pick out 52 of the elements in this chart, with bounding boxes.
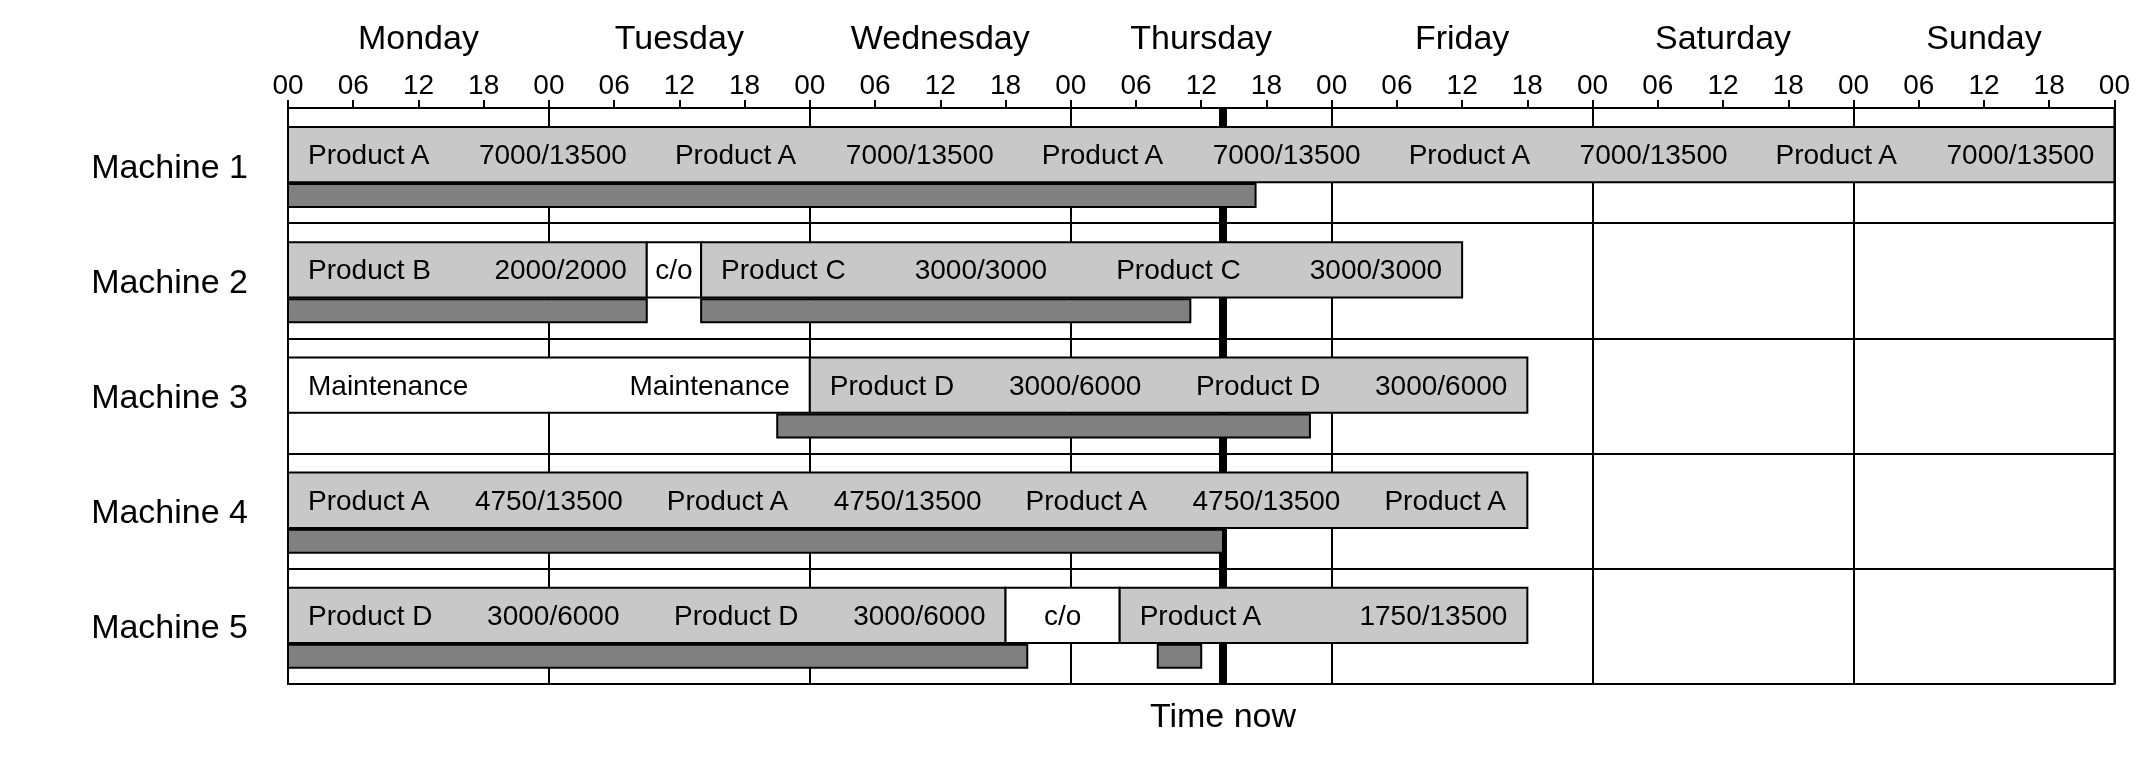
x-tick-label: 00 (1055, 68, 1087, 100)
text: Product D 3000/6000 Product D 3000/6000 (308, 599, 986, 631)
data-label: c/o (1043, 599, 1082, 631)
text: Product A 4750/13500 Product A 4750/13500 Product A 4750/13500 Product A (308, 484, 1506, 516)
x-tick-label: 00 (533, 68, 565, 100)
x-tick-label: 06 (337, 68, 369, 100)
x-tick-label: 06 (859, 68, 891, 100)
text: Monday (357, 18, 479, 56)
y-tick-label: Machine 5 (91, 607, 248, 646)
x-tick-label: 12 (924, 68, 956, 100)
x-tick-label: 18 (729, 68, 761, 100)
text: Sunday (1926, 18, 2042, 56)
x-tick-label: 00 (1316, 68, 1348, 100)
text: Product B 2000/2000 (308, 254, 627, 286)
text: Tuesday (614, 18, 744, 56)
x-tick-label: 12 (402, 68, 435, 100)
x-tick-label: 06 (1642, 68, 1674, 100)
x-tick-label: 18 (1511, 68, 1543, 100)
y-tick-label: Machine 1 (91, 146, 248, 185)
x-tick-label: 06 (598, 68, 630, 100)
text: Maintenance Maintenance (308, 369, 790, 401)
x-tick-label: 06 (1903, 68, 1935, 100)
x-tick-label: 00 (794, 68, 826, 100)
text: Product D 3000/6000 Product D 3000/6000 (829, 369, 1508, 401)
x-tick-label: 12 (663, 68, 695, 100)
x-tick-label: 00 (272, 68, 304, 100)
text: Saturday (1655, 18, 1792, 56)
x-tick-label: 18 (1250, 68, 1283, 100)
x-tick-label: 00 (2098, 68, 2131, 100)
y-tick-label: Machine 2 (91, 261, 248, 300)
text: Product C 3000/3000 Product C 3000/3000 (721, 254, 1443, 286)
text: Wednesday (850, 18, 1030, 56)
text: Product A 1750/13500 (1139, 599, 1508, 631)
x-tick-label: 00 (1837, 68, 1870, 100)
y-tick-label: Machine 4 (91, 492, 248, 531)
y-tick-label: Machine 3 (91, 377, 248, 415)
x-tick-label: 18 (989, 68, 1022, 100)
text: Thursday (1130, 18, 1273, 56)
x-tick-label: 00 (1577, 68, 1609, 100)
x-tick-label: 06 (1120, 68, 1152, 100)
ref-line-label: Time now (1149, 696, 1297, 734)
x-tick-label: 06 (1381, 68, 1413, 100)
x-tick-label: 12 (1446, 68, 1478, 100)
x-tick-label: 12 (1707, 68, 1739, 100)
x-tick-label: 18 (2033, 68, 2065, 100)
x-tick-label: 12 (1185, 68, 1217, 100)
data-label: c/o (655, 254, 693, 286)
text: Product A 7000/13500 Product A 7000/13500 Product A 7000/13500 Product A 7000/13500 Product A 7000/13500 (308, 139, 2095, 171)
x-tick-label: 12 (1968, 68, 2000, 100)
text: Friday (1414, 18, 1510, 56)
x-tick-label: 18 (468, 68, 500, 100)
x-tick-label: 18 (1772, 68, 1804, 100)
